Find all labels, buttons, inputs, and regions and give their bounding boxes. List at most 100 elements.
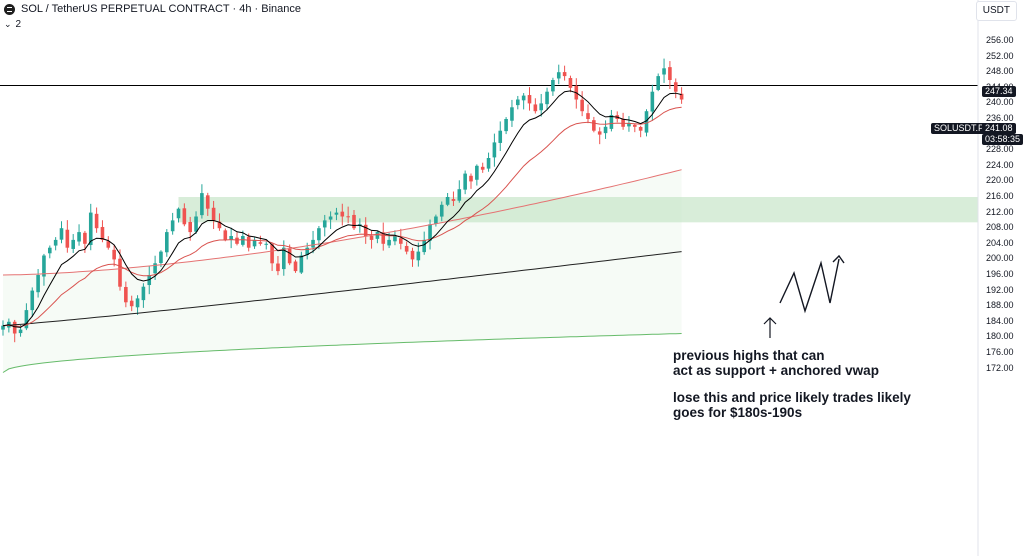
candle-body: [112, 249, 116, 260]
price-axis-label: 176.00: [986, 347, 1014, 357]
candle-body: [24, 310, 29, 329]
price-axis-label: 252.00: [986, 50, 1014, 61]
chevron-down-icon[interactable]: ⌄: [4, 19, 12, 29]
annotation-line: lose this and price likely trades likely: [673, 390, 911, 405]
candle-body: [556, 72, 561, 79]
price-axis-label: 224.00: [986, 159, 1014, 170]
lower-band-line: [2, 333, 682, 373]
candle-body: [387, 239, 391, 246]
downside-annotation: lose this and price likely trades likely…: [673, 390, 911, 420]
candle-body: [135, 298, 140, 308]
candle-body: [486, 158, 491, 169]
indicators-toggle[interactable]: ⌄ 2: [4, 19, 21, 30]
fast-moving-average-line: [2, 90, 682, 328]
candle-body: [668, 67, 672, 80]
candle-body: [94, 213, 99, 229]
price-axis-label: 196.00: [986, 269, 1014, 279]
candle-body: [644, 111, 649, 133]
candle-body: [241, 236, 245, 245]
candle-body: [276, 263, 280, 272]
candle-body: [533, 104, 538, 112]
candle-body: [469, 175, 473, 182]
candle-body: [586, 113, 590, 119]
candle-body: [159, 251, 163, 264]
candle-body: [603, 126, 608, 134]
symbol-logo-icon: [4, 3, 15, 15]
candle-body: [153, 263, 157, 274]
candle-body: [270, 244, 274, 264]
candle-body: [129, 300, 134, 307]
candle-body: [334, 212, 339, 215]
price-axis-label: 212.00: [986, 206, 1014, 217]
candle-body: [59, 228, 64, 240]
chart-title: SOL / TetherUS PERPETUAL CONTRACT · 4h ·…: [21, 3, 301, 15]
candle-body: [65, 229, 70, 248]
last-price-tag: 241.08: [982, 123, 1016, 134]
candle-body: [346, 216, 350, 218]
candle-body: [252, 239, 257, 247]
candle-body: [71, 239, 75, 249]
candle-body: [475, 165, 479, 180]
candle-body: [457, 189, 462, 201]
candle-body: [510, 107, 514, 121]
price-axis-label: 256.00: [986, 35, 1014, 45]
candle-body: [597, 131, 602, 135]
candle-body: [439, 204, 444, 217]
price-axis-label: 184.00: [986, 315, 1014, 326]
price-axis-label: 192.00: [986, 284, 1014, 295]
candle-body: [188, 222, 192, 233]
zigzag-projection-icon: [779, 254, 845, 314]
candle-body: [12, 321, 17, 334]
candle-body: [287, 248, 292, 264]
chart-legend: SOL / TetherUS PERPETUAL CONTRACT · 4h ·…: [4, 3, 301, 15]
candle-body: [656, 76, 660, 90]
candle-body: [124, 286, 128, 303]
price-axis-label: 180.00: [986, 331, 1014, 342]
candle-body: [662, 68, 666, 75]
candle-body: [182, 208, 187, 225]
candle-body: [399, 238, 403, 244]
candle-body: [650, 91, 655, 112]
candle-body: [516, 99, 520, 106]
long-moving-average-line: [2, 251, 682, 327]
currency-button[interactable]: USDT: [975, 1, 1017, 21]
candle-body: [562, 72, 567, 77]
candle-body: [340, 211, 345, 217]
candle-body: [53, 239, 58, 246]
candle-body: [375, 232, 380, 239]
price-axis-label: 200.00: [986, 253, 1014, 264]
candle-body: [1, 325, 5, 330]
candle-body: [205, 195, 210, 209]
candle-body: [539, 103, 543, 111]
candle-body: [88, 212, 93, 246]
symbol-tag: SOLUSDT.P: [931, 123, 988, 134]
candle-body: [258, 242, 263, 244]
candle-body: [568, 78, 573, 88]
candle-body: [194, 216, 198, 232]
candle-body: [141, 286, 146, 301]
support-zone: [178, 197, 978, 223]
price-axis-label: 216.00: [986, 191, 1014, 201]
candle-body: [299, 255, 304, 273]
candle-body: [229, 236, 233, 240]
candle-body: [217, 221, 222, 229]
candle-body: [404, 245, 409, 252]
candle-body: [609, 115, 614, 129]
candle-body: [223, 230, 228, 240]
candle-body: [369, 235, 374, 240]
candle-body: [504, 119, 508, 132]
candle-body: [422, 239, 426, 253]
candle-body: [551, 80, 555, 92]
annotation-line: act as support + anchored vwap: [673, 363, 879, 378]
price-axis-label: 248.00: [986, 66, 1014, 77]
candle-body: [305, 247, 309, 256]
candle-body: [428, 224, 432, 241]
candle-body: [328, 216, 333, 220]
candle-body: [410, 250, 415, 260]
candle-body: [42, 255, 46, 277]
candle-body: [293, 261, 298, 272]
candle-body: [211, 207, 216, 221]
price-axis-label: 228.00: [986, 144, 1014, 155]
candle-body: [83, 232, 87, 244]
